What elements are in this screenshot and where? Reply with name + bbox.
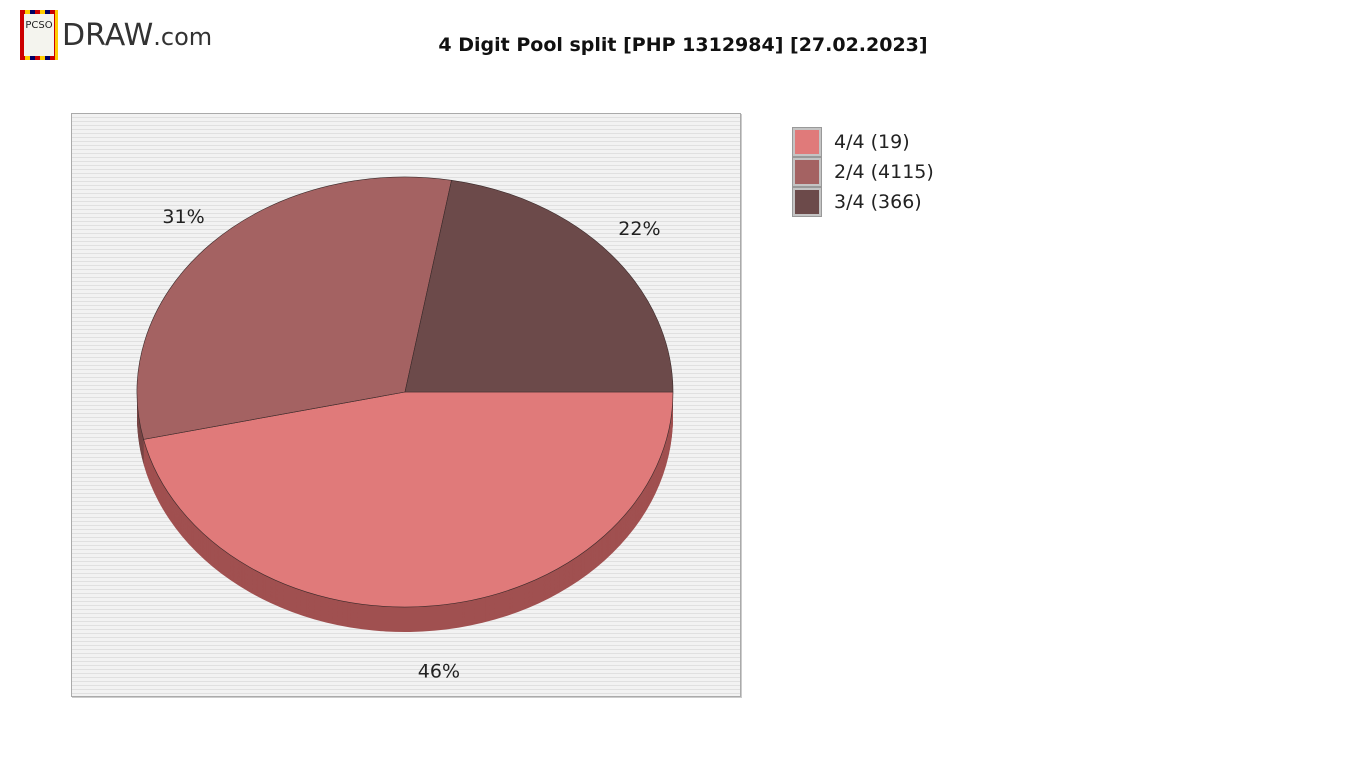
pie-label-3: 22%	[618, 218, 660, 240]
legend-item-3-4: 3/4 (366)	[792, 182, 934, 222]
legend-swatch	[792, 157, 822, 187]
legend-label: 2/4 (4115)	[834, 161, 934, 183]
pie-label-1: 46%	[418, 660, 460, 682]
legend-item-4-4: 4/4 (19)	[792, 122, 934, 162]
pie-slice-3	[404, 179, 674, 393]
legend-swatch	[792, 127, 822, 157]
legend-swatch	[792, 187, 822, 217]
logo[interactable]: PCSO DRAW.com	[20, 10, 212, 60]
legend-label: 4/4 (19)	[834, 131, 910, 153]
legend-item-2-4: 2/4 (4115)	[792, 152, 934, 192]
chart-title: 4 Digit Pool split [PHP 1312984] [27.02.…	[438, 34, 928, 56]
pie-slice-1	[143, 391, 674, 608]
legend-label: 3/4 (366)	[834, 191, 922, 213]
pie-label-2: 31%	[162, 206, 204, 228]
logo-text: DRAW.com	[62, 17, 213, 53]
logo-badge: PCSO	[20, 10, 58, 60]
legend: 4/4 (19) 2/4 (4115) 3/4 (366)	[792, 122, 934, 222]
pie-slice-2	[136, 176, 452, 440]
